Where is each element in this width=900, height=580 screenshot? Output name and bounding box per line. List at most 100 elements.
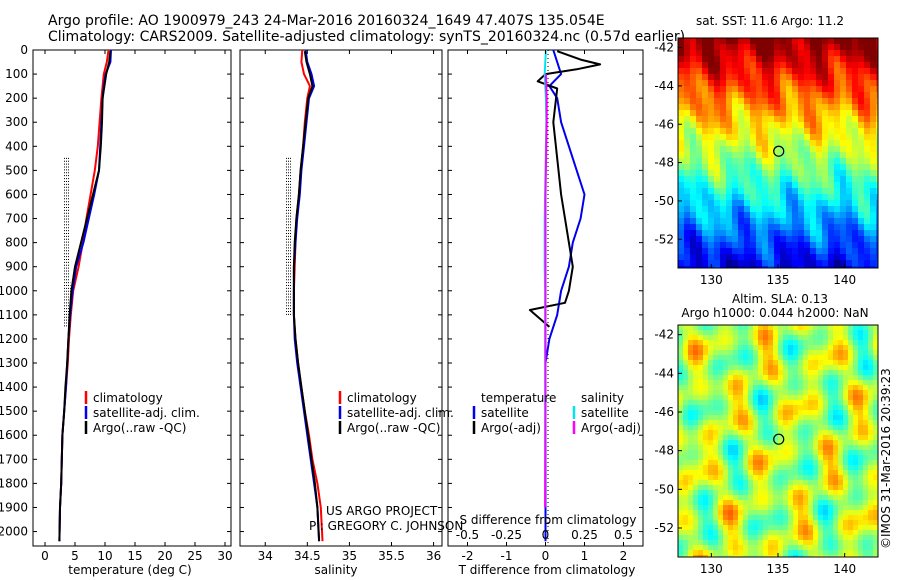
- map-cell: [853, 500, 859, 506]
- map-cell: [738, 266, 745, 268]
- map-cell: [768, 110, 775, 117]
- map-cell: [828, 440, 834, 446]
- map-cell: [853, 460, 859, 466]
- map-cell: [810, 236, 817, 243]
- map-cell: [822, 188, 829, 195]
- map-cell: [726, 266, 733, 268]
- map-cell: [838, 475, 844, 481]
- map-cell: [828, 62, 835, 69]
- map-cell: [876, 122, 878, 129]
- map-cell: [868, 465, 874, 471]
- map-cell: [834, 56, 841, 63]
- map-cell: [870, 158, 877, 165]
- map-cell: [783, 340, 789, 346]
- map-cell: [732, 230, 739, 237]
- map-cell: [693, 510, 699, 516]
- map-cell: [813, 515, 819, 521]
- map-cell: [738, 104, 745, 111]
- map-cell: [868, 485, 874, 491]
- map-cell: [848, 495, 854, 501]
- map-cell: [774, 50, 781, 57]
- map-cell: [816, 218, 823, 225]
- map-cell: [763, 345, 769, 351]
- map-y-tick-label: -52: [654, 232, 674, 246]
- map-cell: [858, 176, 865, 183]
- map-cell: [763, 510, 769, 516]
- map-cell: [848, 400, 854, 406]
- map-cell: [858, 445, 864, 451]
- map-cell: [788, 495, 794, 501]
- map-cell: [840, 176, 847, 183]
- map-cell: [833, 475, 839, 481]
- map-cell: [732, 170, 739, 177]
- map-cell: [743, 330, 749, 336]
- map-cell: [702, 80, 709, 87]
- map-cell: [738, 515, 744, 521]
- map-cell: [732, 206, 739, 213]
- map-cell: [848, 460, 854, 466]
- map-cell: [678, 62, 685, 69]
- map-cell: [798, 62, 805, 69]
- map-cell: [793, 325, 799, 331]
- map-cell: [728, 375, 734, 381]
- map-cell: [840, 44, 847, 51]
- map-cell: [870, 122, 877, 129]
- map-cell: [753, 525, 759, 531]
- map-cell: [726, 92, 733, 99]
- map-cell: [828, 68, 835, 75]
- map-cell: [818, 345, 824, 351]
- map-cell: [678, 152, 685, 159]
- map-cell: [758, 350, 764, 356]
- map-cell: [738, 545, 744, 551]
- map-cell: [792, 236, 799, 243]
- map-cell: [840, 128, 847, 135]
- map-cell: [840, 218, 847, 225]
- map-cell: [848, 435, 854, 441]
- map-cell: [702, 134, 709, 141]
- map-cell: [768, 248, 775, 255]
- map-cell: [733, 435, 739, 441]
- map-cell: [846, 176, 853, 183]
- map-cell: [808, 500, 814, 506]
- map-cell: [743, 525, 749, 531]
- map-cell: [798, 475, 804, 481]
- map-cell: [863, 470, 869, 476]
- map-cell: [684, 188, 691, 195]
- map-cell: [698, 405, 704, 411]
- map-cell: [813, 475, 819, 481]
- map-cell: [768, 62, 775, 69]
- map-cell: [753, 370, 759, 376]
- map-cell: [768, 158, 775, 165]
- map-cell: [808, 405, 814, 411]
- map-cell: [823, 515, 829, 521]
- map-cell: [713, 350, 719, 356]
- map-cell: [876, 116, 878, 123]
- map-cell: [828, 212, 835, 219]
- map-cell: [702, 236, 709, 243]
- map-cell: [708, 400, 714, 406]
- map-cell: [762, 74, 769, 81]
- map-cell: [683, 400, 689, 406]
- map-cell: [810, 230, 817, 237]
- map-cell: [822, 134, 829, 141]
- map-cell: [693, 470, 699, 476]
- map-cell: [870, 194, 877, 201]
- map-cell: [813, 380, 819, 386]
- map-cell: [723, 470, 729, 476]
- map-cell: [702, 140, 709, 147]
- map-cell: [688, 480, 694, 486]
- map-cell: [693, 365, 699, 371]
- map-cell: [810, 254, 817, 261]
- map-cell: [763, 395, 769, 401]
- map-cell: [744, 68, 751, 75]
- map-cell: [718, 425, 724, 431]
- map-cell: [808, 330, 814, 336]
- map-cell: [858, 266, 865, 268]
- map-cell: [768, 104, 775, 111]
- map-cell: [678, 510, 684, 516]
- map-cell: [774, 56, 781, 63]
- map-cell: [808, 340, 814, 346]
- map-cell: [693, 375, 699, 381]
- map-cell: [808, 455, 814, 461]
- map-cell: [768, 266, 775, 268]
